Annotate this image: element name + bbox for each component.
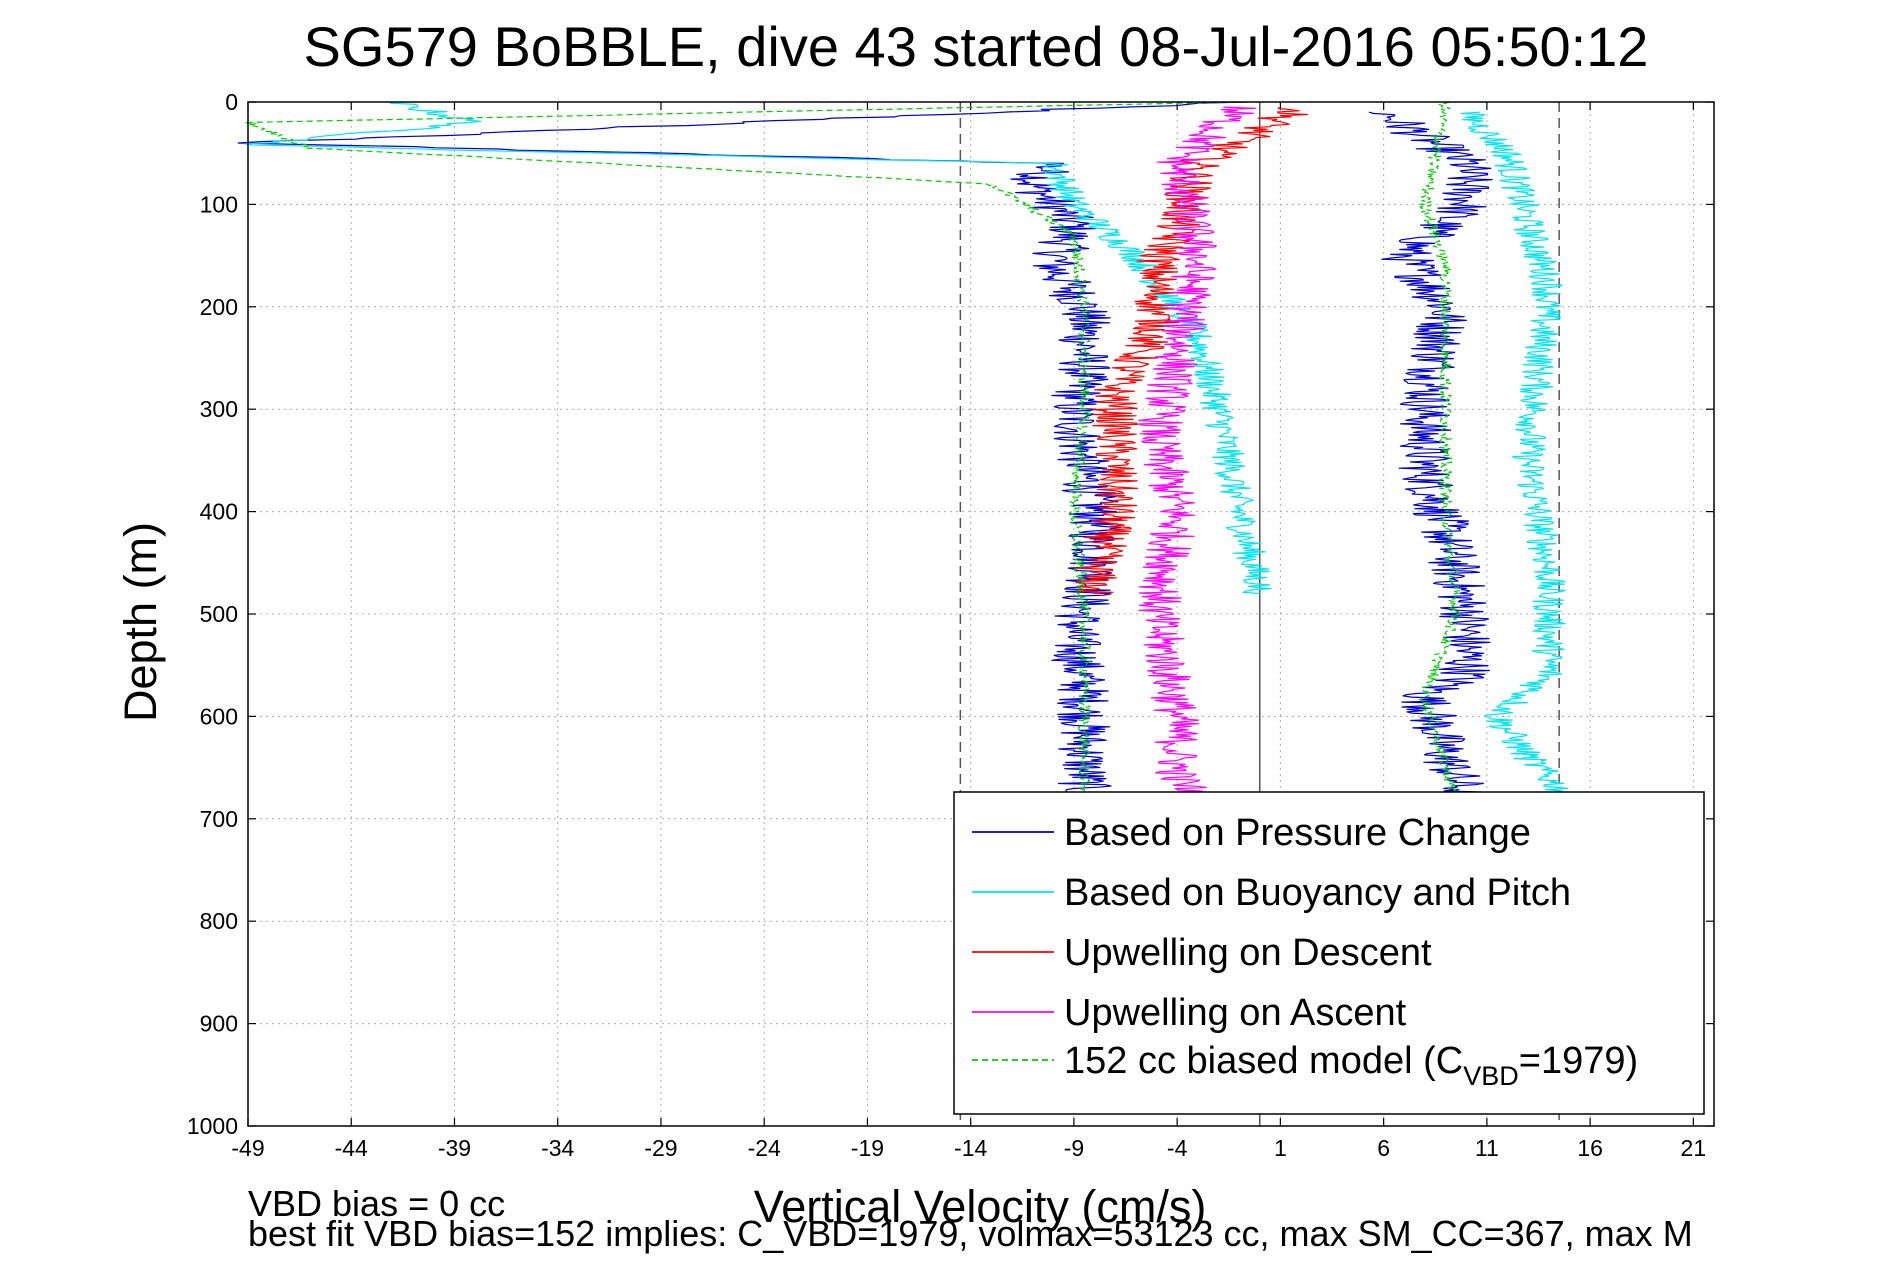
x-tick-label: -39 [438, 1135, 471, 1161]
y-tick-label: 800 [200, 908, 238, 934]
series-line [1368, 111, 1493, 799]
x-tick-label: 11 [1475, 1135, 1499, 1161]
x-tick-label: 1 [1274, 1135, 1287, 1161]
y-tick-labels: 0 100 200 300 400 500 600 700 800 900 1000 [187, 89, 238, 1139]
legend-box [953, 791, 1705, 1115]
x-tick-label: -49 [231, 1135, 264, 1161]
y-tick-label: 600 [200, 703, 238, 729]
x-tick-label: 6 [1377, 1135, 1390, 1161]
x-tick-labels: -49 -44 -39 -34 -29 -24 -19 -14 -9 -4 1 6 11 16 21 [231, 1135, 1706, 1161]
legend-label: Upwelling on Descent [1064, 932, 1432, 974]
series-line [244, 101, 1272, 595]
y-tick-label: 0 [225, 89, 238, 115]
y-tick-label: 100 [200, 191, 238, 217]
y-tick-label: 300 [200, 396, 238, 422]
x-tick-label: -9 [1064, 1135, 1084, 1161]
y-tick-label: 1000 [187, 1113, 238, 1139]
legend: Based on Pressure Change Based on Buoyanc… [953, 791, 1705, 1115]
y-tick-label: 500 [200, 601, 238, 627]
x-tick-label: -34 [541, 1135, 574, 1161]
legend-label: 152 cc biased model (CVBD=1979) [1064, 1040, 1638, 1091]
y-tick-label: 400 [200, 499, 238, 525]
x-tick-label: -44 [335, 1135, 368, 1161]
plot-frame [247, 101, 1715, 1127]
x-tick-label: -29 [644, 1135, 677, 1161]
footnote-vbd-bias: VBD bias = 0 cc [248, 1183, 505, 1224]
x-tick-label: -4 [1167, 1135, 1188, 1161]
x-tick-label: 21 [1681, 1135, 1707, 1161]
x-tick-label: -14 [954, 1135, 987, 1161]
legend-label: Based on Pressure Change [1064, 812, 1531, 854]
series-line [1074, 106, 1308, 595]
x-tick-label: -24 [748, 1135, 781, 1161]
series-line [243, 101, 1243, 799]
series-line [1419, 101, 1462, 799]
y-tick-label: 700 [200, 806, 238, 832]
series-line [237, 101, 1248, 799]
x-tick-label: 16 [1577, 1135, 1603, 1161]
y-tick-label: 200 [200, 294, 238, 320]
x-tick-label: -19 [851, 1135, 884, 1161]
legend-label: Upwelling on Ascent [1064, 992, 1407, 1034]
series-group [237, 101, 1584, 799]
y-axis-label: Depth (m) [115, 522, 166, 722]
x-axis-label: Vertical Velocity (cm/s) [754, 1181, 1207, 1232]
footnote-best-fit: best fit VBD bias=152 implies: C_VBD=197… [248, 1213, 1693, 1254]
y-tick-label: 900 [200, 1011, 238, 1037]
legend-label: Based on Buoyancy and Pitch [1064, 872, 1571, 914]
series-line [1460, 111, 1584, 799]
series-line [1138, 106, 1257, 799]
chart-title: SG579 BoBBLE, dive 43 started 08-Jul-201… [304, 15, 1649, 78]
